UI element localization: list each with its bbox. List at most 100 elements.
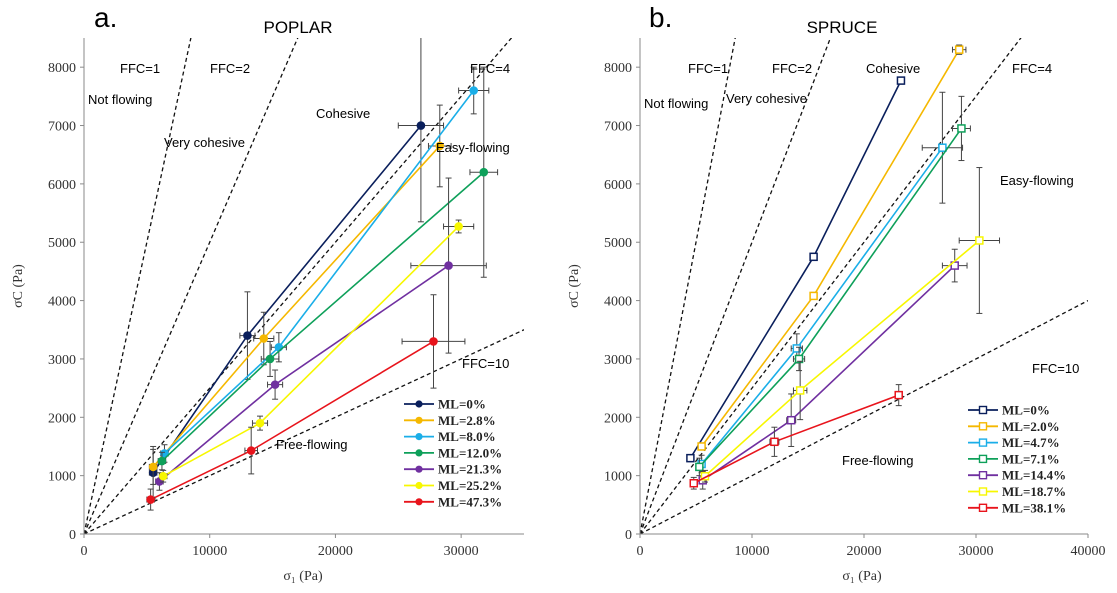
data-point [160,449,169,458]
data-point [444,261,453,270]
legend-item: ML=18.7% [968,484,1066,499]
data-point [265,354,275,364]
legend-marker [415,498,423,506]
region-easy-flowing: Easy-flowing [436,140,510,155]
legend-marker [415,465,423,473]
legend-marker [415,481,423,490]
data-point [809,291,818,301]
region-easy-flowing: Easy-flowing [1000,173,1074,188]
ffc-line-4 [84,38,513,534]
region-not-flowing: Not flowing [644,96,708,111]
series-ML=7.1% [695,95,971,477]
legend-marker [415,416,423,424]
data-point [243,331,252,340]
data-point [454,222,463,231]
legend-item: ML=0% [968,403,1050,418]
data-point [697,442,706,451]
x-axis-label: σ₁ (Pa) [842,569,882,584]
legend-label: ML=21.3% [438,462,502,477]
legend-item: ML=7.1% [968,451,1060,466]
series-ML=0% [686,76,906,463]
data-point [416,121,426,130]
y-tick-label: 4000 [604,295,632,310]
ffc-label-4: FFC=4 [1012,61,1052,76]
y-tick-label: 3000 [48,353,76,368]
data-point [479,167,489,177]
legend-marker [978,503,988,512]
series-ML=4.7% [697,91,964,474]
data-point [158,471,168,481]
series-ML=25.2% [158,219,475,483]
series-line [700,49,960,447]
legend-marker [415,433,423,441]
y-tick-label: 7000 [48,120,76,135]
legend-marker [978,471,988,480]
x-tick-label: 20000 [318,544,353,559]
y-axis-label: σC (Pa) [567,264,582,308]
series-ML=2.8% [148,104,452,485]
ffc-line-10 [84,329,524,534]
series-line [161,171,485,462]
x-tick-label: 20000 [847,544,882,559]
series-line [704,239,980,477]
data-point [469,86,479,95]
legend-label: ML=47.3% [438,494,502,509]
y-tick-label: 0 [69,528,76,543]
legend-item: ML=47.3% [404,494,502,509]
legend-label: ML=25.2% [438,478,502,493]
y-tick-label: 3000 [604,353,632,368]
series-line [689,80,902,459]
legend-item: ML=4.7% [968,435,1060,450]
legend-label: ML=2.0% [1002,419,1060,434]
legend-label: ML=0% [438,397,486,412]
legend-label: ML=4.7% [1002,435,1060,450]
data-point [148,462,158,472]
series-ML=12.0% [157,66,499,471]
series-line [152,145,441,468]
ffc-label-10: FFC=10 [1032,361,1079,376]
series-ML=18.7% [700,167,1001,483]
series-line [702,264,956,481]
legend-item: ML=2.0% [968,419,1060,434]
y-tick-label: 4000 [48,295,76,310]
y-tick-label: 6000 [48,178,76,193]
legend-item: ML=21.3% [404,462,502,477]
legend-label: ML=7.1% [1002,451,1060,466]
ffc-line-10 [640,300,1088,534]
data-point [957,124,966,133]
data-point [809,252,818,262]
x-tick-label: 0 [81,544,88,559]
data-point [770,437,779,447]
y-tick-label: 2000 [48,411,76,426]
legend: ML=0%ML=2.0%ML=4.7%ML=7.1% ML=14.4%ML=18.… [968,403,1066,515]
data-point [246,446,256,455]
series-line [700,147,944,465]
data-point [686,453,695,463]
data-series-group [686,44,1001,490]
legend-marker [978,422,988,431]
ffc-label-1: FFC=1 [120,61,160,76]
region-cohesive: Cohesive [316,106,370,121]
legend-item: ML=12.0% [404,445,502,460]
axis-ticks: 0 10000 20000 30000 40000 0 1000 2000 3000 4000 50… [604,61,1106,559]
y-tick-label: 5000 [604,236,632,251]
y-tick-label: 1000 [48,470,76,485]
data-point [792,344,802,353]
data-point [259,334,269,343]
ffc-label-4: FFC=4 [470,61,510,76]
x-axis-label: σ₁ (Pa) [283,569,323,584]
legend-item: ML=8.0% [404,429,496,444]
axis-ticks: 0 10000 20000 30000 0 1000 2000 3000 4000 5000 600… [48,61,479,559]
data-point [786,415,796,425]
region-free-flowing: Free-flowing [276,437,348,452]
data-point [938,143,947,152]
data-point [896,76,906,85]
chart-panel-poplar: a. POPLAR 0 10000 20000 30000 0 1000 2000 3000 4… [11,2,524,584]
region-very-cohesive: Very cohesive [164,135,245,150]
ffc-label-1: FFC=1 [688,61,728,76]
ffc-line-4 [640,38,1022,534]
data-point [157,456,167,466]
series-ML=38.1% [689,384,903,490]
data-point [794,354,804,364]
